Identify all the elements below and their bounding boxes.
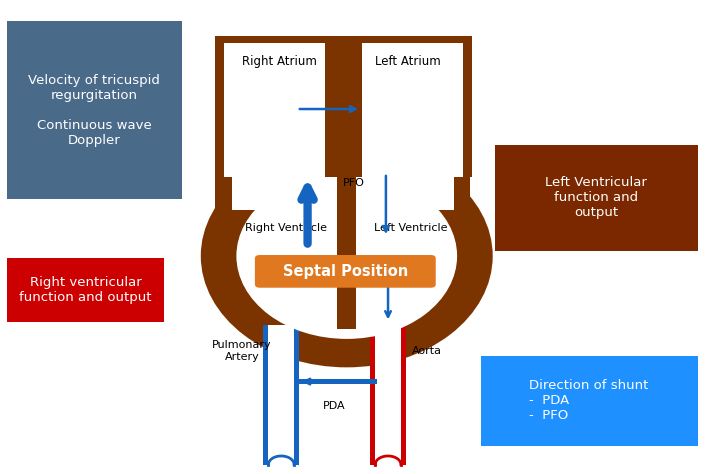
Bar [7, 21, 182, 199]
Text: PFO: PFO [343, 178, 365, 188]
Text: Right ventricular
function and output: Right ventricular function and output [19, 276, 152, 304]
Text: Right Ventricle: Right Ventricle [245, 222, 328, 233]
Text: Left Ventricular
function and
output: Left Ventricular function and output [545, 176, 647, 219]
Bar [454, 177, 470, 210]
Bar [495, 145, 698, 251]
Text: Left Ventricle: Left Ventricle [374, 222, 448, 233]
Text: Right Atrium: Right Atrium [242, 55, 317, 67]
Text: Direction of shunt
-  PDA
-  PFO: Direction of shunt - PDA - PFO [530, 379, 649, 422]
Text: Aorta: Aorta [412, 346, 442, 356]
Ellipse shape [201, 145, 493, 367]
Bar [268, 325, 294, 465]
Bar [343, 36, 472, 177]
Bar [224, 169, 463, 177]
Bar [370, 325, 406, 465]
Bar [352, 43, 463, 171]
Bar [263, 325, 299, 465]
Bar [337, 177, 356, 329]
Text: PDA: PDA [323, 401, 346, 410]
Bar [215, 177, 231, 210]
Bar [294, 379, 377, 384]
Text: Velocity of tricuspid
regurgitation

Continuous wave
Doppler: Velocity of tricuspid regurgitation Cont… [28, 73, 160, 147]
FancyBboxPatch shape [255, 255, 436, 288]
Text: Septal Position: Septal Position [283, 264, 408, 279]
Ellipse shape [236, 173, 457, 339]
Bar [325, 36, 362, 177]
Bar [224, 43, 335, 171]
Bar [375, 325, 401, 465]
Bar [215, 36, 344, 177]
Text: Left Atrium: Left Atrium [375, 55, 441, 67]
Bar [231, 177, 454, 210]
Bar [481, 356, 698, 446]
Bar [7, 258, 164, 322]
Text: Pulmonary
Artery: Pulmonary Artery [212, 340, 272, 362]
